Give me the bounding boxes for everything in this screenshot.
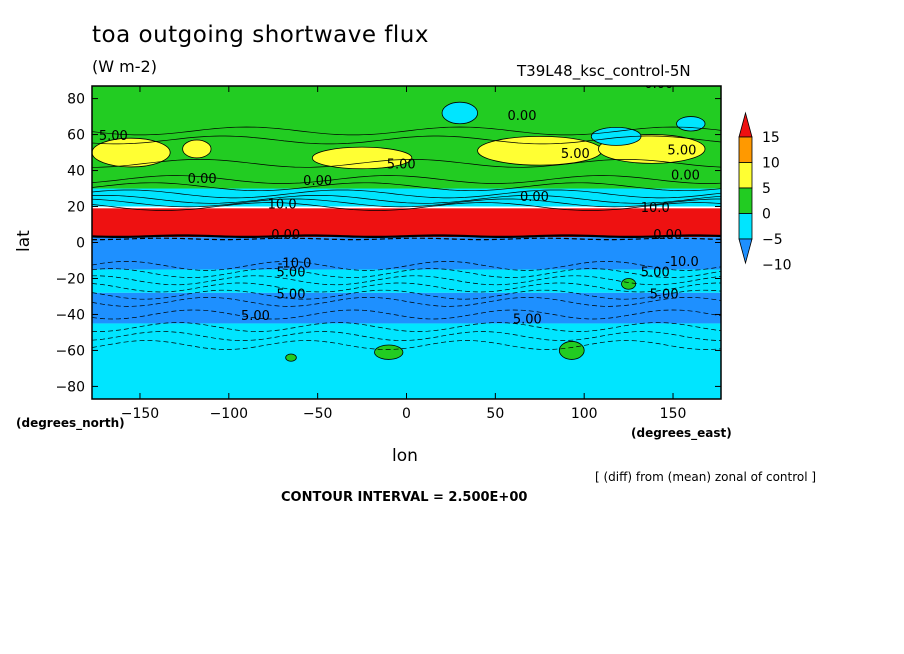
colorbar-arrow-bottom <box>738 238 753 265</box>
colorbar-label-5: 5 <box>762 181 771 197</box>
contour-label-16: 5.00 <box>277 266 306 281</box>
contour-south-7 <box>92 322 721 332</box>
field-patch-1 <box>182 139 212 159</box>
contour-south-5 <box>92 297 721 307</box>
colorbar-label-15: 15 <box>762 130 780 146</box>
contour-label-20: 5.00 <box>241 309 270 324</box>
contour-equator-b <box>92 237 721 241</box>
x-axis-label: lon <box>392 446 418 466</box>
contour-south-8 <box>92 331 721 341</box>
contour-south-2 <box>92 275 721 286</box>
contour-label-8: 0.00 <box>671 169 700 184</box>
field-patch-7 <box>676 116 706 132</box>
contour-label-7: 0.00 <box>520 190 549 205</box>
contour-label-14: -10.0 <box>278 257 312 272</box>
chart-units: (W m-2) <box>92 57 157 76</box>
y-tick-label--40: −40 <box>55 307 85 323</box>
y-tick-label--60: −60 <box>55 343 85 359</box>
contour-label-3: 5.00 <box>667 143 696 158</box>
contour-south-4 <box>92 289 721 300</box>
colorbar-segment-2 <box>738 187 753 214</box>
field-patch-2 <box>311 146 413 170</box>
x-tick-label--150: −150 <box>121 406 159 422</box>
contour-north-5 <box>92 189 721 199</box>
y-tick-label--20: −20 <box>55 271 85 287</box>
contour-south-1 <box>92 268 721 278</box>
contour-label-0: 5.00 <box>99 129 128 144</box>
field-band-6 <box>92 323 721 399</box>
diff-note: [ (diff) from (mean) zonal of control ] <box>595 470 817 484</box>
contour-label-13: 0.00 <box>653 228 682 243</box>
field-patch-10 <box>621 278 637 290</box>
contour-label-17: 5.00 <box>641 266 670 281</box>
contour-north-8 <box>92 202 721 211</box>
field-band-4 <box>92 269 721 293</box>
contour-north-0 <box>92 126 721 136</box>
contour-label-18: 5.00 <box>277 287 306 302</box>
colorbar-segment-3 <box>738 162 753 189</box>
y-tick-label-20: 20 <box>67 200 85 216</box>
run-id-label: T39L48_ksc_control-5N <box>517 62 691 80</box>
contour-label-11: 10.0 <box>641 201 670 216</box>
x-tick-label-50: 50 <box>486 406 504 422</box>
contour-label-12: 0.00 <box>271 228 300 243</box>
colorbar-label-10: 10 <box>762 156 780 172</box>
x-tick-label-100: 100 <box>571 406 598 422</box>
contour-equator-a <box>92 234 721 238</box>
contour-label-19: 5.00 <box>650 287 679 302</box>
colorbar-arrow-top <box>738 111 753 138</box>
field-band-2 <box>92 208 721 238</box>
contour-north-7 <box>92 198 721 208</box>
contour-label-2: 5.00 <box>561 147 590 162</box>
contour-south-9 <box>92 340 721 350</box>
contour-south-3 <box>92 282 721 293</box>
contour-north-4 <box>92 182 721 192</box>
contour-label-4: 5.00 <box>387 158 416 173</box>
contour-label-15: -10.0 <box>665 255 699 270</box>
contour-north-2 <box>92 159 721 168</box>
field-patch-8 <box>374 344 404 360</box>
x-tick-label--50: −50 <box>303 406 333 422</box>
contour-north-6 <box>92 195 721 204</box>
contour-label-6: 0.00 <box>303 174 332 189</box>
contour-label-10: 10.0 <box>268 197 297 212</box>
field-patch-0 <box>92 137 171 168</box>
colorbar-segment-4 <box>738 136 753 163</box>
colorbar-label--5: −5 <box>762 232 783 248</box>
colorbar-segment-1 <box>738 213 753 240</box>
field-band-1 <box>92 188 721 207</box>
y-tick-label-0: 0 <box>76 236 85 252</box>
colorbar-label--10: −10 <box>762 258 792 274</box>
x-tick-label--100: −100 <box>210 406 248 422</box>
field-patch-5 <box>441 101 478 125</box>
contour-south-0 <box>92 261 721 271</box>
x-axis-unit: (degrees_east) <box>631 426 732 440</box>
contour-north-1 <box>92 135 721 145</box>
field-band-5 <box>92 292 721 324</box>
contour-label-5: 0.00 <box>188 172 217 187</box>
contour-label-9: 0.00 <box>644 77 673 92</box>
field-patch-11 <box>285 353 297 362</box>
contour-north-3 <box>92 175 721 184</box>
field-patch-9 <box>558 341 585 360</box>
y-axis-unit: (degrees_north) <box>16 416 125 430</box>
y-tick-label-40: 40 <box>67 164 85 180</box>
x-tick-label-0: 0 <box>402 406 411 422</box>
field-band-3 <box>92 237 721 270</box>
contour-label-1: 0.00 <box>508 109 537 124</box>
colorbar-label-0: 0 <box>762 207 771 223</box>
contour-interval: CONTOUR INTERVAL = 2.500E+00 <box>281 490 528 505</box>
chart-title: toa outgoing shortwave flux <box>92 22 429 48</box>
contour-south-6 <box>92 309 721 320</box>
y-tick-label-80: 80 <box>67 92 85 108</box>
x-tick-label-150: 150 <box>660 406 687 422</box>
y-tick-label--80: −80 <box>55 379 85 395</box>
contour-label-21: 5.00 <box>513 312 542 327</box>
y-tick-label-60: 60 <box>67 128 85 144</box>
